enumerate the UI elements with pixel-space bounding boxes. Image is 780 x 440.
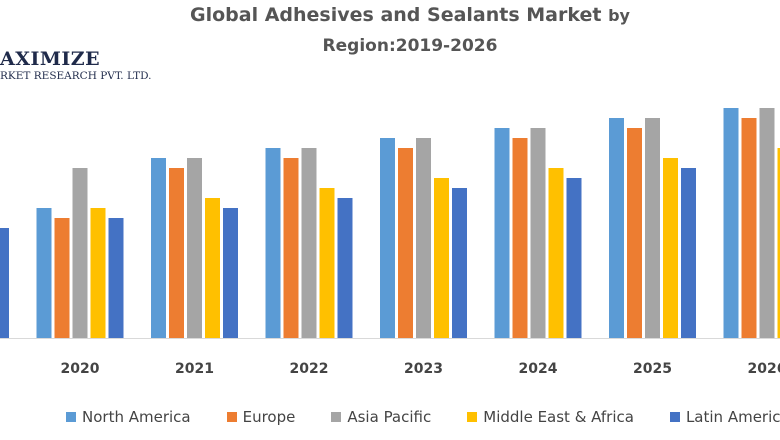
legend-swatch xyxy=(331,412,342,422)
chart-title-main: Global Adhesives and Sealants Market xyxy=(190,4,602,26)
x-tick-label: 2025 xyxy=(633,361,672,377)
bar-2023-asia-pacific xyxy=(416,138,431,338)
bar-2020-asia-pacific xyxy=(72,168,88,338)
bar-2023-europe xyxy=(398,148,413,338)
legend-swatch xyxy=(226,412,237,422)
legend-item: North America xyxy=(66,408,191,426)
bar-2021-europe xyxy=(169,168,184,338)
legend-swatch xyxy=(66,412,76,422)
chart-title: Global Adhesives and Sealants Market by xyxy=(0,4,780,26)
bar-2021-latin-america xyxy=(223,208,238,338)
bar-2022-europe xyxy=(283,158,299,338)
chart-title-by: by xyxy=(608,6,630,25)
bar-2024-north-america xyxy=(494,128,510,338)
bar-2026-europe xyxy=(741,118,757,338)
legend-label: North America xyxy=(82,408,191,426)
bar-2022-north-america xyxy=(265,148,281,338)
bar-2023-middle-east-africa xyxy=(434,178,449,338)
bar-2023-north-america xyxy=(380,138,395,338)
x-tick-label: 2021 xyxy=(175,361,214,377)
legend-label: Middle East & Africa xyxy=(483,408,634,426)
x-tick-label: 2024 xyxy=(519,361,558,377)
bar-2024-latin-america xyxy=(566,178,582,338)
bar-2025-latin-america xyxy=(681,168,696,338)
logo-subtext: RKET RESEARCH PVT. LTD. xyxy=(0,70,152,82)
bar-2021-north-america xyxy=(151,158,166,338)
x-tick-label: 2026 xyxy=(748,361,780,377)
bar-2019-latin-america xyxy=(0,228,9,338)
legend-item: Middle East & Africa xyxy=(467,408,634,426)
legend-item: Asia Pacific xyxy=(331,408,431,426)
bar-2025-middle-east-africa xyxy=(663,158,678,338)
bar-2025-north-america xyxy=(609,118,624,338)
x-tick-label: 2022 xyxy=(290,361,329,377)
logo-text: AXIMIZE xyxy=(0,48,101,70)
bar-2026-middle-east-africa xyxy=(777,148,780,338)
x-tick-label: 2020 xyxy=(61,361,100,377)
legend-label: Europe xyxy=(242,408,296,426)
chart-subtitle: Region:2019-2026 xyxy=(322,36,498,56)
bar-2026-asia-pacific xyxy=(759,108,775,338)
bar-2021-asia-pacific xyxy=(187,158,202,338)
chart-legend: North America Europe Asia Pacific Middle Ea… xyxy=(66,408,780,426)
x-tick-label: 2023 xyxy=(404,361,443,377)
legend-swatch xyxy=(467,412,478,422)
bar-2024-middle-east-africa xyxy=(548,168,564,338)
legend-swatch xyxy=(669,412,680,422)
bar-2025-asia-pacific xyxy=(645,118,660,338)
bar-2021-middle-east-africa xyxy=(205,198,220,338)
bar-2022-latin-america xyxy=(337,198,353,338)
legend-label: Asia Pacific xyxy=(347,408,432,426)
legend-item: Latin America xyxy=(669,408,780,426)
bar-2020-north-america xyxy=(36,208,52,338)
bar-2026-north-america xyxy=(723,108,739,338)
bar-2024-asia-pacific xyxy=(530,128,546,338)
bar-2022-asia-pacific xyxy=(301,148,317,338)
bar-2024-europe xyxy=(512,138,528,338)
bar-2020-europe xyxy=(54,218,70,338)
bar-2022-middle-east-africa xyxy=(319,188,335,338)
bar-2025-europe xyxy=(627,128,642,338)
bar-2023-latin-america xyxy=(452,188,467,338)
legend-item: Europe xyxy=(226,408,296,426)
bar-2020-latin-america xyxy=(108,218,124,338)
legend-label: Latin America xyxy=(685,408,780,426)
bar-2020-middle-east-africa xyxy=(90,208,106,338)
